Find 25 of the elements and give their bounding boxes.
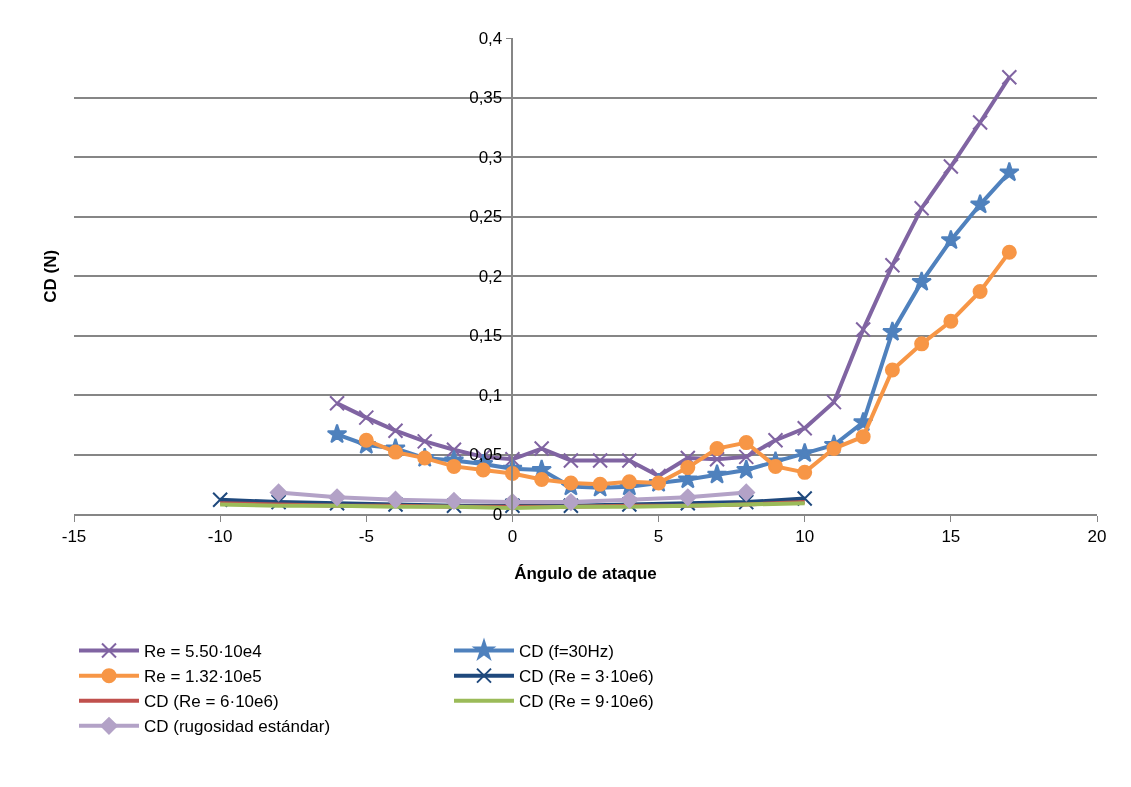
x-tick-label: -15 (61, 527, 87, 547)
y-tick-label: 0,3 (478, 147, 503, 167)
x-tick-label: -5 (358, 527, 374, 547)
x-tick-label: 5 (653, 527, 664, 547)
legend-label: CD (Re = 6·10e6) (144, 692, 279, 712)
x-axis-title: Ángulo de ataque (514, 564, 657, 584)
y-tick-label: 0,25 (469, 207, 503, 227)
y-tick-label: 0,35 (469, 88, 503, 108)
x-tick-label: 15 (941, 527, 961, 547)
x-tick-label: 0 (507, 527, 518, 547)
x-tick-label: -10 (207, 527, 233, 547)
x-tick-label: 20 (1087, 527, 1107, 547)
legend-label: CD (rugosidad estándar) (144, 717, 331, 737)
legend-label: Re = 1.32·10e5 (144, 667, 262, 687)
legend-label: Re = 5.50·10e4 (144, 642, 262, 662)
y-tick-label: 0,4 (478, 28, 503, 48)
legend-label: CD (Re = 3·10e6) (519, 667, 654, 687)
legend-label: CD (Re = 9·10e6) (519, 692, 654, 712)
y-tick-label: 0,15 (469, 326, 503, 346)
y-tick-label: 0,1 (478, 385, 503, 405)
y-axis-title: CD (N) (40, 249, 60, 303)
x-tick-label: 10 (795, 527, 815, 547)
y-tick-label: 0 (492, 504, 503, 524)
y-tick-label: 0,2 (478, 266, 503, 286)
legend-label: CD (f=30Hz) (519, 642, 614, 662)
